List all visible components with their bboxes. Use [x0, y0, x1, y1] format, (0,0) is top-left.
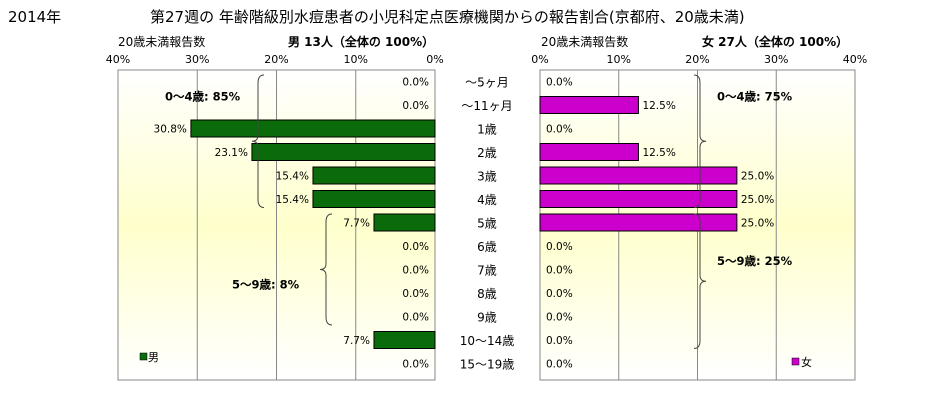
right-bracket-label-0-4: 0～4歳: 75% — [717, 90, 793, 104]
male-value-label: 7.7% — [343, 335, 370, 347]
year-label: 2014年 — [8, 8, 61, 26]
left-x-tick-label: 10% — [344, 53, 368, 66]
left-count-label: 男 13人（全体の 100%） — [288, 34, 434, 49]
female-value-label: 0.0% — [546, 335, 573, 347]
male-value-label: 15.4% — [276, 171, 309, 183]
male-bar — [373, 213, 436, 232]
female-value-label: 0.0% — [546, 124, 573, 136]
category-label: 1歳 — [477, 123, 497, 137]
male-value-label: 0.0% — [402, 265, 429, 277]
female-value-label: 0.0% — [546, 241, 573, 253]
female-value-label: 0.0% — [546, 359, 573, 371]
left-x-tick-label: 30% — [185, 53, 209, 66]
right-x-tick-label: 10% — [607, 53, 631, 66]
male-value-label: 0.0% — [402, 241, 429, 253]
female-bar — [539, 143, 639, 161]
female-value-label: 0.0% — [546, 288, 573, 300]
male-value-label: 30.8% — [154, 124, 187, 136]
left-x-tick-label: 0% — [426, 53, 443, 66]
female-value-label: 25.0% — [741, 171, 774, 183]
male-value-label: 23.1% — [215, 147, 248, 159]
female-legend-swatch — [791, 357, 800, 366]
female-bar — [539, 96, 639, 114]
left-x-tick-label: 40% — [106, 53, 130, 66]
category-label: ～11ヶ月 — [461, 99, 512, 113]
category-label: 6歳 — [477, 240, 497, 254]
right-x-tick-label: 30% — [764, 53, 788, 66]
category-label: 9歳 — [477, 311, 497, 325]
right-subtitle: 20歳未満報告数 — [541, 34, 628, 49]
category-label: 4歳 — [477, 193, 497, 207]
male-bar — [373, 331, 436, 349]
left-bracket-label-5-9: 5～9歳: 8% — [232, 278, 300, 292]
male-bar — [251, 143, 436, 161]
female-value-label: 12.5% — [642, 100, 675, 112]
category-label: 3歳 — [477, 170, 497, 184]
male-value-label: 0.0% — [402, 312, 429, 324]
male-value-label: 7.7% — [343, 218, 370, 230]
male-legend-label: 男 — [148, 351, 159, 364]
left-subtitle: 20歳未満報告数 — [118, 34, 205, 49]
female-value-label: 0.0% — [546, 265, 573, 277]
right-x-tick-label: 40% — [843, 53, 867, 66]
category-label: 10～14歳 — [460, 334, 515, 348]
female-bar — [539, 190, 738, 208]
category-label: ～5ヶ月 — [465, 76, 509, 90]
female-value-label: 0.0% — [546, 77, 573, 89]
category-label: 15～19歳 — [460, 358, 515, 372]
category-label: 5歳 — [477, 217, 497, 231]
left-x-tick-label: 20% — [264, 53, 288, 66]
female-bar — [539, 166, 738, 185]
category-label: 7歳 — [477, 264, 497, 278]
female-value-label: 25.0% — [741, 194, 774, 206]
right-x-tick-label: 20% — [685, 53, 709, 66]
female-value-label: 0.0% — [546, 312, 573, 324]
male-legend-swatch — [139, 352, 148, 361]
female-value-label: 25.0% — [741, 218, 774, 230]
male-value-label: 0.0% — [402, 359, 429, 371]
male-value-label: 0.0% — [402, 100, 429, 112]
category-label: 8歳 — [477, 287, 497, 301]
male-bar — [190, 119, 436, 138]
male-value-label: 15.4% — [276, 194, 309, 206]
right-bracket-0-4 — [693, 74, 707, 208]
right-bracket-label-5-9: 5～9歳: 25% — [717, 254, 793, 268]
chart-title: 第27週の 年齢階級別水痘患者の小児科定点医療機関からの報告割合(京都府、20歳… — [150, 8, 745, 26]
male-bar — [312, 190, 436, 208]
right-x-tick-label: 0% — [531, 53, 548, 66]
right-count-label: 女 27人（全体の 100%） — [702, 34, 848, 49]
male-value-label: 0.0% — [402, 288, 429, 300]
left-bracket-5-9 — [319, 213, 333, 326]
category-label: 2歳 — [477, 146, 497, 160]
male-bar — [312, 166, 436, 185]
female-legend-label: 女 — [801, 355, 812, 369]
left-bracket-0-4 — [251, 74, 265, 208]
male-value-label: 0.0% — [402, 77, 429, 89]
right-bracket-5-9 — [693, 213, 707, 349]
left-bracket-label-0-4: 0～4歳: 85% — [165, 90, 241, 104]
female-value-label: 12.5% — [642, 147, 675, 159]
female-bar — [539, 213, 738, 232]
